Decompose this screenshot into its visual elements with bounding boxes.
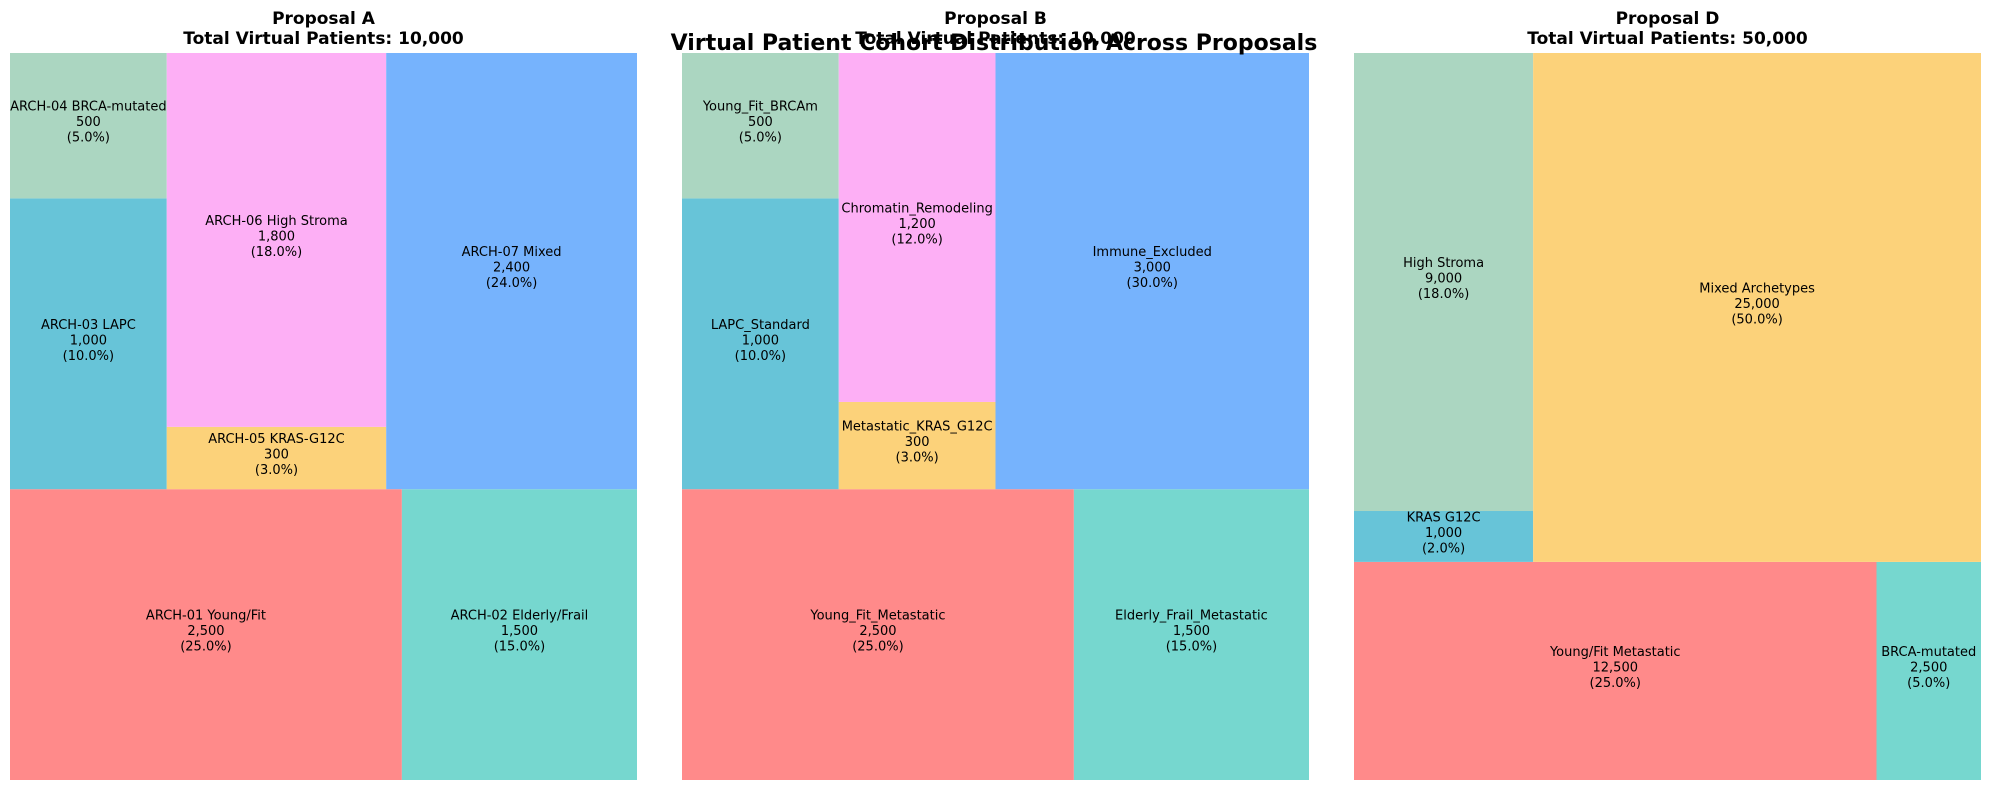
treemap-cell <box>995 53 1309 490</box>
treemap-cell-label: High Stroma 9,000 (18.0%) <box>1403 256 1484 302</box>
treemap-cell <box>1354 53 1534 512</box>
treemap-cell-label: ARCH-03 LAPC 1,000 (10.0%) <box>41 318 136 364</box>
treemap-cell-label: Immune_Excluded 3,000 (30.0%) <box>1093 245 1212 291</box>
treemap-cell-label: ARCH-07 Mixed 2,400 (24.0%) <box>462 245 562 291</box>
treemap-cell <box>682 53 839 199</box>
treemap-cell-label: ARCH-01 Young/Fit 2,500 (25.0%) <box>146 609 266 655</box>
panel-total: Total Virtual Patients: 10,000 <box>855 29 1136 49</box>
treemap-cell <box>838 401 996 490</box>
treemap-cell <box>10 198 167 490</box>
panel-title: Proposal B <box>944 9 1047 29</box>
treemap-cell-label: ARCH-04 BRCA-mutated 500 (5.0%) <box>10 100 167 146</box>
panel-title: Proposal A <box>272 9 376 29</box>
treemap-cell <box>166 53 387 427</box>
treemap-cell-label: Mixed Archetypes 25,000 (50.0%) <box>1699 281 1815 327</box>
treemap-cell <box>1533 53 1981 562</box>
treemap-cell <box>1876 561 1981 780</box>
treemap-cell-label: KRAS G12C 1,000 (2.0%) <box>1407 510 1481 556</box>
treemap-cell-label: Young/Fit Metastatic 12,500 (25.0%) <box>1549 645 1681 691</box>
treemap-cell <box>682 198 839 490</box>
treemap-cell-label: Chromatin_Remodeling 1,200 (12.0%) <box>841 201 992 247</box>
treemap-cell-label: ARCH-02 Elderly/Frail 1,500 (15.0%) <box>451 609 589 655</box>
treemap-cell <box>838 53 996 402</box>
treemap-cell-label: LAPC_Standard 1,000 (10.0%) <box>711 318 810 364</box>
treemap-cell-label: Elderly_Frail_Metastatic 1,500 (15.0%) <box>1115 609 1268 655</box>
treemap-cell <box>386 53 637 490</box>
treemap-cell <box>1073 489 1309 780</box>
treemap-cell <box>682 489 1074 780</box>
treemap-cell-label: ARCH-05 KRAS-G12C 300 (3.0%) <box>208 432 345 478</box>
treemap-cell-label: Young_Fit_BRCAm 500 (5.0%) <box>702 100 818 146</box>
treemap-cell <box>1354 511 1534 562</box>
panel-total: Total Virtual Patients: 10,000 <box>183 29 464 49</box>
panel-total: Total Virtual Patients: 50,000 <box>1527 29 1808 49</box>
treemap-cell-label: Metastatic_KRAS_G12C 300 (3.0%) <box>842 420 993 466</box>
treemap-cell-label: ARCH-06 High Stroma 1,800 (18.0%) <box>205 214 348 260</box>
treemap-cell <box>1354 561 1877 780</box>
treemap-cell <box>166 426 387 490</box>
panel-title: Proposal D <box>1616 9 1720 29</box>
treemap-cell-label: BRCA-mutated 2,500 (5.0%) <box>1881 645 1976 691</box>
treemap-cell-label: Young_Fit_Metastatic 2,500 (25.0%) <box>809 609 945 655</box>
treemap-cell <box>401 489 637 780</box>
treemap-cell <box>10 53 167 199</box>
treemap-cell <box>10 489 402 780</box>
figure-title: Virtual Patient Cohort Distribution Acro… <box>671 31 1318 56</box>
